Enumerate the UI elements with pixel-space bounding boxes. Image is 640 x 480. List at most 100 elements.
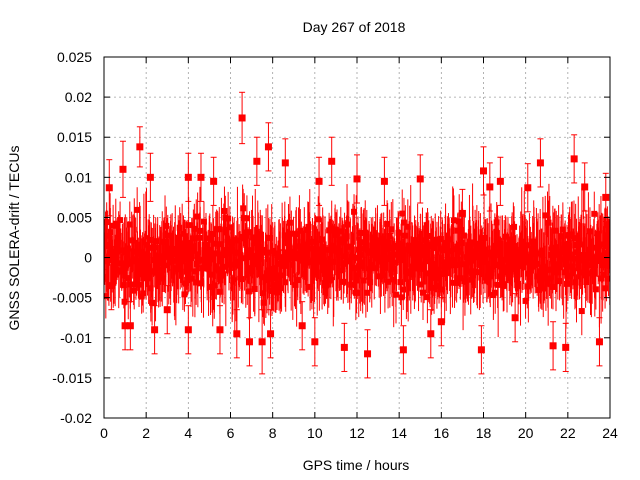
x-tick-label: 16 bbox=[434, 425, 450, 441]
data-point bbox=[456, 218, 463, 225]
data-point bbox=[301, 250, 308, 257]
data-point bbox=[583, 279, 590, 286]
data-point bbox=[425, 233, 432, 240]
data-point bbox=[257, 235, 264, 242]
data-point bbox=[146, 236, 153, 243]
data-point bbox=[104, 293, 109, 300]
x-tick-label: 10 bbox=[307, 425, 323, 441]
data-point bbox=[570, 155, 578, 163]
data-point bbox=[533, 260, 540, 267]
y-tick-label: 0 bbox=[84, 250, 92, 266]
data-point bbox=[503, 264, 510, 271]
data-point bbox=[176, 224, 183, 231]
data-point bbox=[398, 294, 405, 301]
data-point bbox=[515, 282, 522, 289]
x-tick-label: 20 bbox=[518, 425, 534, 441]
data-point bbox=[229, 240, 236, 247]
data-point bbox=[600, 271, 607, 278]
data-point bbox=[281, 159, 289, 167]
data-point bbox=[413, 240, 420, 247]
data-point bbox=[310, 269, 317, 276]
data-point bbox=[209, 230, 216, 237]
data-point bbox=[562, 269, 569, 276]
data-point bbox=[576, 237, 583, 244]
data-point bbox=[537, 282, 544, 289]
data-point bbox=[217, 241, 224, 248]
data-point bbox=[181, 291, 188, 298]
data-point bbox=[353, 175, 361, 183]
data-point bbox=[536, 159, 544, 167]
data-point bbox=[174, 266, 181, 273]
y-tick-label: -0.005 bbox=[52, 290, 92, 306]
x-tick-label: 4 bbox=[184, 425, 192, 441]
x-tick-label: 6 bbox=[227, 425, 235, 441]
data-point bbox=[219, 252, 226, 259]
data-point bbox=[280, 262, 287, 269]
data-point bbox=[233, 237, 240, 244]
data-point bbox=[411, 237, 418, 244]
y-tick-label: 0.015 bbox=[57, 129, 92, 145]
data-point bbox=[399, 346, 407, 354]
series-solera-drift bbox=[104, 91, 610, 379]
data-point bbox=[604, 221, 610, 228]
series-group bbox=[104, 91, 610, 379]
data-point bbox=[405, 242, 412, 249]
data-point bbox=[172, 251, 179, 258]
data-point bbox=[319, 236, 326, 243]
data-point bbox=[171, 245, 178, 252]
data-point bbox=[200, 256, 207, 263]
data-point bbox=[334, 230, 341, 237]
data-point bbox=[233, 249, 240, 256]
data-point bbox=[477, 346, 485, 354]
data-point bbox=[563, 280, 570, 287]
x-tick-labels: 0 2 4 6 8 10 12 14 16 18 20 22 24 bbox=[100, 425, 618, 441]
x-tick-label: 18 bbox=[476, 425, 492, 441]
data-point bbox=[584, 270, 591, 277]
data-point bbox=[256, 252, 263, 259]
data-point bbox=[353, 289, 360, 296]
data-point bbox=[433, 266, 440, 273]
data-point bbox=[266, 234, 273, 241]
data-point bbox=[511, 314, 519, 322]
y-tick-label: 0.01 bbox=[65, 169, 92, 185]
y-tick-label: 0.005 bbox=[57, 209, 92, 225]
data-point bbox=[292, 231, 299, 238]
data-point bbox=[104, 219, 110, 226]
data-point bbox=[152, 238, 159, 245]
data-point bbox=[104, 242, 109, 250]
data-point bbox=[397, 279, 404, 286]
data-point bbox=[225, 215, 232, 222]
data-point bbox=[392, 291, 399, 298]
data-point bbox=[445, 236, 452, 243]
data-point bbox=[284, 240, 291, 247]
data-point bbox=[360, 277, 367, 284]
data-point bbox=[276, 289, 283, 296]
data-point bbox=[258, 338, 266, 346]
data-point bbox=[146, 173, 154, 181]
data-point bbox=[149, 268, 156, 275]
data-point bbox=[389, 276, 396, 283]
data-point bbox=[194, 213, 201, 220]
data-point bbox=[404, 223, 411, 230]
data-point bbox=[163, 306, 171, 314]
data-point bbox=[450, 217, 457, 224]
data-point bbox=[493, 219, 500, 226]
data-point bbox=[468, 276, 475, 283]
data-point bbox=[547, 266, 554, 273]
data-point bbox=[211, 282, 218, 289]
data-point bbox=[416, 175, 424, 183]
data-point bbox=[136, 143, 144, 151]
data-point bbox=[552, 227, 559, 234]
data-point bbox=[245, 338, 253, 346]
data-point bbox=[117, 217, 124, 224]
data-point bbox=[215, 266, 222, 273]
data-point bbox=[221, 207, 228, 214]
data-point bbox=[126, 322, 134, 330]
data-point bbox=[165, 253, 172, 260]
x-tick-label: 0 bbox=[100, 425, 108, 441]
data-point bbox=[210, 240, 217, 247]
data-point bbox=[260, 299, 267, 306]
data-point bbox=[121, 322, 129, 330]
data-point bbox=[571, 235, 578, 242]
data-point bbox=[390, 251, 397, 258]
